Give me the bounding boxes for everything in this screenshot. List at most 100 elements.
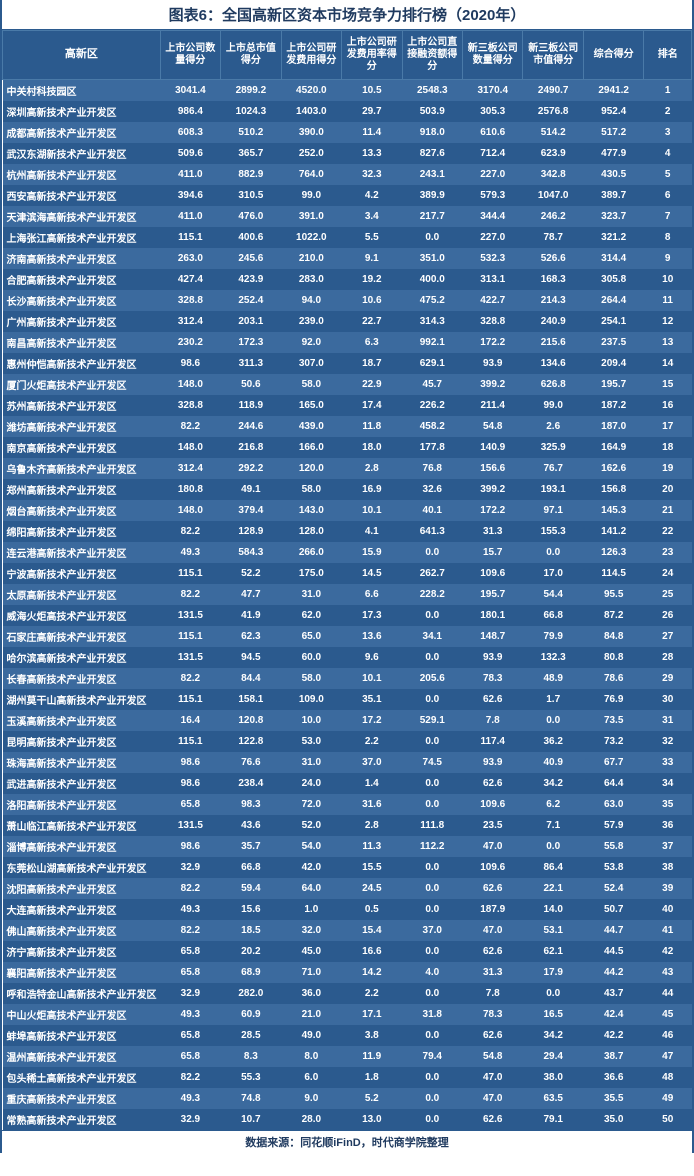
value-cell: 143.0 — [281, 500, 341, 521]
value-cell: 32.9 — [160, 857, 220, 878]
value-cell: 158.1 — [221, 689, 281, 710]
value-cell: 1047.0 — [523, 185, 583, 206]
value-cell: 379.4 — [221, 500, 281, 521]
rank-cell: 40 — [644, 899, 692, 920]
table-row: 珠海高新技术产业开发区98.676.631.037.074.593.940.96… — [3, 752, 692, 773]
value-cell: 17.3 — [342, 605, 402, 626]
value-cell: 64.0 — [281, 878, 341, 899]
table-row: 大连高新技术产业开发区49.315.61.00.50.0187.914.050.… — [3, 899, 692, 920]
rank-cell: 33 — [644, 752, 692, 773]
value-cell: 65.8 — [160, 941, 220, 962]
rank-cell: 6 — [644, 185, 692, 206]
table-row: 天津滨海高新技术产业开发区411.0476.0391.03.4217.7344.… — [3, 206, 692, 227]
value-cell: 227.0 — [463, 227, 523, 248]
value-cell: 40.9 — [523, 752, 583, 773]
value-cell: 827.6 — [402, 143, 462, 164]
value-cell: 325.9 — [523, 437, 583, 458]
table-row: 西安高新技术产业开发区394.6310.599.04.2389.9579.310… — [3, 185, 692, 206]
value-cell: 476.0 — [221, 206, 281, 227]
zone-name-cell: 昆明高新技术产业开发区 — [3, 731, 161, 752]
zone-name-cell: 沈阳高新技术产业开发区 — [3, 878, 161, 899]
value-cell: 0.0 — [523, 542, 583, 563]
value-cell: 131.5 — [160, 647, 220, 668]
value-cell: 52.0 — [281, 815, 341, 836]
value-cell: 400.0 — [402, 269, 462, 290]
value-cell: 214.3 — [523, 290, 583, 311]
value-cell: 15.5 — [342, 857, 402, 878]
value-cell: 323.7 — [583, 206, 643, 227]
value-cell: 53.8 — [583, 857, 643, 878]
value-cell: 47.0 — [463, 1067, 523, 1088]
table-row: 武进高新技术产业开发区98.6238.424.01.40.062.634.264… — [3, 773, 692, 794]
value-cell: 205.6 — [402, 668, 462, 689]
value-cell: 10.1 — [342, 500, 402, 521]
value-cell: 2.2 — [342, 731, 402, 752]
value-cell: 228.2 — [402, 584, 462, 605]
rank-cell: 30 — [644, 689, 692, 710]
value-cell: 31.3 — [463, 962, 523, 983]
value-cell: 35.1 — [342, 689, 402, 710]
value-cell: 126.3 — [583, 542, 643, 563]
value-cell: 882.9 — [221, 164, 281, 185]
value-cell: 3041.4 — [160, 80, 220, 102]
value-cell: 509.6 — [160, 143, 220, 164]
value-cell: 45.0 — [281, 941, 341, 962]
value-cell: 34.2 — [523, 773, 583, 794]
value-cell: 62.6 — [463, 773, 523, 794]
value-cell: 629.1 — [402, 353, 462, 374]
table-row: 上海张江高新技术产业开发区115.1400.61022.05.50.0227.0… — [3, 227, 692, 248]
value-cell: 11.4 — [342, 122, 402, 143]
rank-cell: 1 — [644, 80, 692, 102]
value-cell: 328.8 — [160, 290, 220, 311]
table-row: 襄阳高新技术产业开发区65.868.971.014.24.031.317.944… — [3, 962, 692, 983]
zone-name-cell: 杭州高新技术产业开发区 — [3, 164, 161, 185]
rank-cell: 21 — [644, 500, 692, 521]
value-cell: 62.0 — [281, 605, 341, 626]
value-cell: 44.2 — [583, 962, 643, 983]
value-cell: 98.3 — [221, 794, 281, 815]
zone-name-cell: 潍坊高新技术产业开发区 — [3, 416, 161, 437]
value-cell: 49.3 — [160, 1088, 220, 1109]
value-cell: 2.8 — [342, 815, 402, 836]
value-cell: 283.0 — [281, 269, 341, 290]
value-cell: 50.6 — [221, 374, 281, 395]
value-cell: 31.8 — [402, 1004, 462, 1025]
rank-cell: 19 — [644, 458, 692, 479]
value-cell: 156.6 — [463, 458, 523, 479]
chart-title: 图表6：全国高新区资本市场竞争力排行榜（2020年） — [2, 0, 692, 30]
zone-name-cell: 重庆高新技术产业开发区 — [3, 1088, 161, 1109]
value-cell: 6.3 — [342, 332, 402, 353]
header-cell: 排名 — [644, 31, 692, 80]
value-cell: 439.0 — [281, 416, 341, 437]
zone-name-cell: 合肥高新技术产业开发区 — [3, 269, 161, 290]
value-cell: 84.4 — [221, 668, 281, 689]
value-cell: 87.2 — [583, 605, 643, 626]
value-cell: 132.3 — [523, 647, 583, 668]
zone-name-cell: 珠海高新技术产业开发区 — [3, 752, 161, 773]
rank-cell: 37 — [644, 836, 692, 857]
value-cell: 0.0 — [402, 542, 462, 563]
zone-name-cell: 洛阳高新技术产业开发区 — [3, 794, 161, 815]
value-cell: 131.5 — [160, 815, 220, 836]
value-cell: 305.3 — [463, 101, 523, 122]
value-cell: 266.0 — [281, 542, 341, 563]
rank-cell: 39 — [644, 878, 692, 899]
rank-cell: 35 — [644, 794, 692, 815]
value-cell: 120.8 — [221, 710, 281, 731]
value-cell: 49.3 — [160, 1004, 220, 1025]
value-cell: 321.2 — [583, 227, 643, 248]
value-cell: 0.0 — [402, 731, 462, 752]
value-cell: 9.1 — [342, 248, 402, 269]
value-cell: 390.0 — [281, 122, 341, 143]
zone-name-cell: 宁波高新技术产业开发区 — [3, 563, 161, 584]
value-cell: 31.6 — [342, 794, 402, 815]
value-cell: 389.7 — [583, 185, 643, 206]
value-cell: 342.8 — [523, 164, 583, 185]
value-cell: 292.2 — [221, 458, 281, 479]
value-cell: 312.4 — [160, 311, 220, 332]
value-cell: 37.0 — [402, 920, 462, 941]
zone-name-cell: 济宁高新技术产业开发区 — [3, 941, 161, 962]
value-cell: 47.0 — [463, 1088, 523, 1109]
value-cell: 14.0 — [523, 899, 583, 920]
zone-name-cell: 天津滨海高新技术产业开发区 — [3, 206, 161, 227]
